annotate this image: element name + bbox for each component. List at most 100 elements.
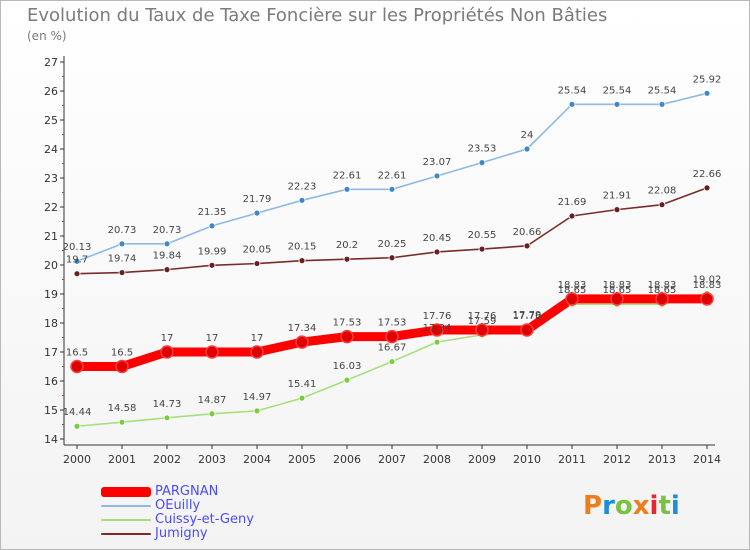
y-tick-label: 26 (44, 85, 58, 98)
data-point-oeuilly (613, 100, 621, 108)
data-point-jumigny (613, 206, 621, 214)
data-label-jumigny: 19.74 (108, 254, 137, 265)
logo-letter: o (614, 491, 633, 521)
x-tick-label: 2006 (333, 453, 361, 466)
data-label-oeuilly: 20.73 (108, 225, 137, 236)
data-point-oeuilly (253, 209, 261, 217)
x-tick-label: 2001 (108, 453, 136, 466)
y-tick-label: 15 (44, 404, 58, 417)
line-chart: 14 15 16 17 18 19 20 21 22 23 24 25 26 27 2000 2001 2002… (44, 56, 722, 466)
x-tick-label: 2005 (288, 453, 316, 466)
legend-item-jumigny: Jumigny (101, 527, 254, 541)
data-label-pargnan: 18.83 (558, 280, 587, 291)
data-label-cuissy-et-geny: 14.73 (153, 399, 182, 410)
data-label-cuissy-et-geny: 16.03 (333, 361, 362, 372)
data-point-jumigny (73, 270, 81, 278)
data-label-cuissy-et-geny: 14.97 (243, 392, 272, 403)
data-point-cuissy-et-geny (298, 394, 306, 402)
data-point-oeuilly (298, 196, 306, 204)
data-point-jumigny (343, 255, 351, 263)
data-label-oeuilly: 25.92 (693, 74, 722, 85)
chart-legend: PARGNAN OEuilly Cuissy-et-Geny Jumigny (101, 485, 254, 541)
data-label-pargnan: 18.83 (603, 280, 632, 291)
legend-label: OEuilly (155, 498, 201, 513)
data-label-pargnan: 17.76 (423, 311, 452, 322)
data-label-pargnan: 17.53 (378, 318, 407, 329)
y-tick-label: 21 (44, 230, 58, 243)
data-label-pargnan: 18.83 (693, 280, 722, 291)
data-label-pargnan: 17 (161, 333, 174, 344)
data-point-pargnan (205, 345, 219, 359)
data-point-cuissy-et-geny (73, 422, 81, 430)
data-point-cuissy-et-geny (253, 407, 261, 415)
chart-markers (70, 89, 714, 430)
data-point-cuissy-et-geny (388, 358, 396, 365)
data-point-oeuilly (568, 100, 576, 108)
x-tick-label: 2014 (693, 453, 721, 466)
data-label-oeuilly: 23.53 (468, 144, 497, 155)
data-label-cuissy-et-geny: 14.58 (108, 403, 137, 414)
data-point-cuissy-et-geny (208, 410, 216, 418)
data-point-oeuilly (658, 100, 666, 108)
data-point-cuissy-et-geny (118, 418, 126, 426)
y-tick-label: 16 (44, 375, 58, 388)
x-tick-label: 2009 (468, 453, 496, 466)
y-tick-label: 18 (44, 317, 58, 330)
data-label-cuissy-et-geny: 14.44 (63, 407, 92, 418)
legend-item-oeuilly: OEuilly (101, 499, 254, 513)
data-label-jumigny: 19.99 (198, 246, 227, 257)
data-point-cuissy-et-geny (163, 414, 171, 422)
data-label-pargnan: 17.76 (513, 311, 542, 322)
data-point-jumigny (118, 269, 126, 276)
legend-label: Cuissy-et-Geny (155, 512, 254, 527)
data-label-cuissy-et-geny: 15.41 (288, 379, 317, 390)
x-tick-label: 2010 (513, 453, 541, 466)
legend-swatch (101, 505, 151, 507)
data-point-oeuilly (163, 240, 171, 248)
chart-unit-label: (en %) (27, 29, 67, 43)
y-tick-label: 17 (44, 346, 58, 359)
data-label-jumigny: 21.69 (558, 197, 587, 208)
y-tick-label: 22 (44, 201, 58, 214)
data-label-jumigny: 20.45 (423, 233, 452, 244)
data-label-cuissy-et-geny: 17.34 (423, 323, 452, 334)
data-point-pargnan (70, 359, 84, 374)
data-label-jumigny: 20.05 (243, 245, 272, 256)
data-label-jumigny: 21.91 (603, 191, 632, 202)
data-point-pargnan (250, 345, 264, 359)
data-point-jumigny (388, 254, 396, 262)
data-label-oeuilly: 22.61 (378, 170, 407, 181)
data-label-oeuilly: 21.35 (198, 207, 227, 218)
data-point-jumigny (523, 242, 531, 250)
data-point-pargnan (340, 329, 354, 344)
y-tick-label: 19 (44, 288, 58, 301)
y-tick-label: 27 (44, 56, 58, 69)
data-point-pargnan (295, 335, 309, 349)
data-point-pargnan (115, 359, 129, 374)
logo-letter: i (649, 491, 659, 521)
data-point-oeuilly (523, 145, 531, 153)
data-label-oeuilly: 24 (521, 130, 534, 141)
data-label-oeuilly: 23.07 (423, 157, 452, 168)
x-tick-label: 2007 (378, 453, 406, 466)
data-label-pargnan: 18.83 (648, 280, 677, 291)
x-tick-label: 2011 (558, 453, 586, 466)
data-point-jumigny (658, 201, 666, 209)
data-label-cuissy-et-geny: 16.67 (378, 343, 407, 354)
y-tick-label: 24 (44, 143, 58, 156)
data-label-oeuilly: 20.73 (153, 225, 182, 236)
x-tick-label: 2003 (198, 453, 226, 466)
data-point-pargnan (610, 292, 624, 306)
x-tick-label: 2008 (423, 453, 451, 466)
data-point-jumigny (298, 257, 306, 265)
data-label-jumigny: 20.2 (336, 240, 358, 251)
data-point-pargnan (430, 323, 444, 337)
data-point-pargnan (385, 329, 399, 344)
data-label-cuissy-et-geny: 18.65 (648, 285, 677, 296)
proxiti-logo: Proxiti (583, 491, 680, 521)
x-tick-label: 2012 (603, 453, 631, 466)
data-label-jumigny: 19.7 (66, 255, 88, 266)
legend-label: PARGNAN (155, 484, 219, 499)
data-label-cuissy-et-geny: 14.87 (198, 395, 227, 406)
data-label-oeuilly: 25.54 (648, 85, 677, 96)
